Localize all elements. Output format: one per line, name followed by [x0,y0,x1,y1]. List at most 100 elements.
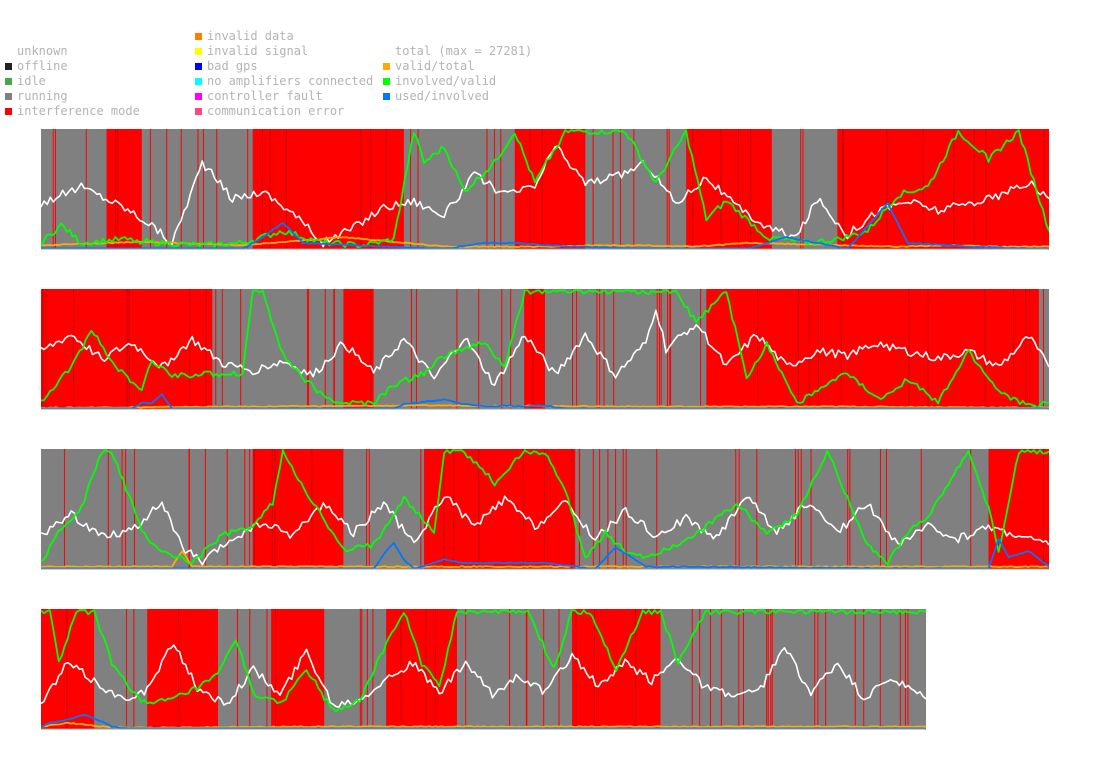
interference-stripe [576,289,578,409]
interference-stripe-dark [750,129,752,249]
legend-no-amplifiers: no amplifiers connected [195,74,373,89]
interference-stripe-dark [985,129,987,249]
interference-stripe-dark [953,129,955,249]
series-used-involved [41,202,1049,250]
offline-swatch [5,63,12,70]
running-swatch [5,93,12,100]
interference-stripe [668,129,670,249]
interference-stripe [691,609,693,729]
interference-stripe [660,289,662,409]
interference-stripe-dark [253,449,255,569]
interference-stripe-dark [886,129,888,249]
interference-stripe [121,449,123,569]
interference-stripe [240,289,242,409]
interference-stripe [863,609,865,729]
interference-stripe [63,449,65,569]
state-segment [706,289,798,409]
interference-stripe-dark [370,129,372,249]
chart-1-svg [41,129,1049,250]
interference-stripe [509,609,511,729]
interference-stripe [603,289,605,409]
interference-stripe [666,129,668,249]
interference-stripe-dark [541,129,543,249]
interference-stripe-dark [692,129,694,249]
interference-stripe [735,449,737,569]
interference-stripe [612,129,614,249]
interference-stripe [615,449,617,569]
legend-interference-mode: interference mode [5,104,140,119]
chart-panel-2 [41,289,1049,410]
interference-stripe [802,129,804,249]
interference-stripe-dark [400,609,402,729]
interference-stripe [572,289,574,409]
series-involved-valid [41,449,1049,566]
interference-stripe-dark [842,129,844,249]
state-segment [41,609,95,729]
interference-stripe-dark [45,289,47,409]
interference-stripe [226,449,228,569]
legend-bad-gps: bad gps [195,59,258,74]
interference-stripe-dark [73,289,75,409]
interference-stripe [216,129,218,249]
interference-stripe [52,129,54,249]
interference-stripe [266,609,268,729]
interference-stripe [107,449,109,569]
interference-stripe [410,129,412,249]
chart-2-svg [41,289,1049,410]
state-segment [373,289,526,409]
interference-stripe [366,449,368,569]
interference-stripe-dark [1029,289,1031,409]
no-amplifiers-swatch [195,78,202,85]
chart-panel-1 [41,129,1049,250]
interference-stripe [699,609,701,729]
interference-stripe-dark [532,289,534,409]
legend: unknown offline idle running interferenc… [0,0,1095,125]
interference-stripe-dark [817,289,819,409]
interference-stripe-dark [189,289,191,409]
interference-stripe [907,609,909,729]
interference-stripe-dark [478,449,480,569]
interference-stripe [920,449,922,569]
interference-stripe-dark [128,289,130,409]
interference-stripe [742,609,744,729]
chart-panel-3 [41,449,1049,570]
state-segment [514,129,586,249]
interference-stripe [814,609,816,729]
interference-stripe-dark [757,289,759,409]
interference-stripe-dark [908,289,910,409]
legend-total: total (max = 27281) [395,44,533,58]
state-segment [464,449,576,569]
invalid-data-swatch [195,33,202,40]
legend-controller-fault: controller fault [195,89,323,104]
interference-stripe-dark [808,289,810,409]
interference-stripe [215,289,217,409]
chart-4-svg [41,609,926,730]
interference-stripe [456,289,458,409]
state-segment [545,289,707,409]
interference-stripe [125,449,127,569]
series-involved-valid [41,129,1049,248]
interference-stripe [613,289,615,409]
interference-stripe [204,449,206,569]
interference-stripe [417,129,419,249]
interference-stripe [415,289,417,409]
interference-stripe-dark [66,609,68,729]
interference-stripe [221,289,223,409]
legend-valid-total: valid/total [383,59,474,74]
interference-stripe [188,449,190,569]
interference-stripe [166,129,168,249]
interference-stripe [54,129,56,249]
interference-stripe-dark [271,449,273,569]
interference-stripe [847,449,849,569]
interference-stripe-dark [1013,289,1015,409]
interference-stripe [592,129,594,249]
interference-stripe [592,449,594,569]
interference-stripe [700,289,702,409]
series-used-involved [41,714,926,730]
series-total [41,309,1049,386]
chart-panel-4 [41,609,926,730]
interference-stripe [420,449,422,569]
series-involved-valid [41,609,926,713]
interference-stripe [133,609,135,729]
legend-idle: idle [5,74,46,89]
